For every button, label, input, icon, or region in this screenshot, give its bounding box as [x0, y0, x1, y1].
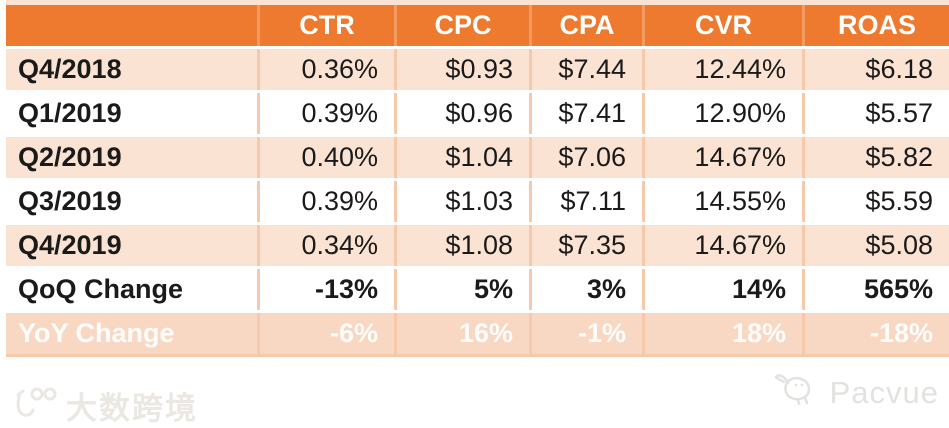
qoq-change-row: QoQ Change -13% 5% 3% 14% 565% — [6, 269, 949, 313]
cell-value: $7.44 — [532, 49, 645, 90]
cell-value: 12.90% — [645, 93, 805, 134]
header-cpa: CPA — [532, 5, 645, 46]
watermark-pacvue: Pacvue — [773, 371, 939, 415]
cell-value: $1.03 — [397, 181, 532, 222]
cell-value: $0.93 — [397, 49, 532, 90]
watermark-dashukuajing: 大数跨境 — [14, 383, 198, 428]
cell-value: -1% — [532, 313, 645, 354]
cell-value: $7.35 — [532, 225, 645, 266]
row-label: Q4/2018 — [6, 49, 260, 90]
cell-value: 14.67% — [645, 225, 805, 266]
cell-value: -6% — [260, 313, 397, 354]
table-row: Q1/2019 0.39% $0.96 $7.41 12.90% $5.57 — [6, 93, 949, 137]
cell-value: 14% — [645, 269, 805, 310]
cell-value: $1.08 — [397, 225, 532, 266]
row-label: Q2/2019 — [6, 137, 260, 178]
cell-value: $7.41 — [532, 93, 645, 134]
pacvue-bird-icon — [773, 371, 820, 415]
cell-value: $1.04 — [397, 137, 532, 178]
cell-value: $7.06 — [532, 137, 645, 178]
cell-value: 0.36% — [260, 49, 397, 90]
cell-value: $5.82 — [805, 137, 949, 178]
cell-value: $5.08 — [805, 225, 949, 266]
cell-value: 16% — [397, 313, 532, 354]
table-row: Q4/2019 0.34% $1.08 $7.35 14.67% $5.08 — [6, 225, 949, 269]
cell-value: $7.11 — [532, 181, 645, 222]
cell-value: $5.57 — [805, 93, 949, 134]
cell-value: -13% — [260, 269, 397, 310]
table-row: Q4/2018 0.36% $0.93 $7.44 12.44% $6.18 — [6, 49, 949, 93]
cell-value: 3% — [532, 269, 645, 310]
cell-value: 5% — [397, 269, 532, 310]
cell-value: 18% — [645, 313, 805, 354]
kpi-table: CTR CPC CPA CVR ROAS Q4/2018 0.36% $0.93… — [6, 0, 949, 357]
row-label: Q1/2019 — [6, 93, 260, 134]
cell-value: 0.40% — [260, 137, 397, 178]
watermark-left-text: 大数跨境 — [66, 391, 198, 426]
cell-value: 565% — [805, 269, 949, 310]
cell-value: $0.96 — [397, 93, 532, 134]
header-cpc: CPC — [397, 5, 532, 46]
cell-value: 0.39% — [260, 93, 397, 134]
cell-value: 14.67% — [645, 137, 805, 178]
table-row: Q3/2019 0.39% $1.03 $7.11 14.55% $5.59 — [6, 181, 949, 225]
row-label: YoY Change — [6, 313, 260, 354]
table-row: Q2/2019 0.40% $1.04 $7.06 14.67% $5.82 — [6, 137, 949, 181]
header-ctr: CTR — [260, 5, 397, 46]
header-roas: ROAS — [805, 5, 949, 46]
watermark-right-text: Pacvue — [829, 375, 939, 410]
row-label: QoQ Change — [6, 269, 260, 310]
cell-value: $5.59 — [805, 181, 949, 222]
row-label: Q4/2019 — [6, 225, 260, 266]
yoy-change-row: YoY Change -6% 16% -1% 18% -18% — [6, 313, 949, 354]
footer: 大数跨境 Pacvue — [0, 363, 949, 428]
cell-value: -18% — [805, 313, 949, 354]
row-label: Q3/2019 — [6, 181, 260, 222]
header-cvr: CVR — [645, 5, 805, 46]
cell-value: 0.34% — [260, 225, 397, 266]
table-header-row: CTR CPC CPA CVR ROAS — [6, 5, 949, 49]
dashukuajing-logo-icon — [14, 385, 58, 427]
cell-value: $6.18 — [805, 49, 949, 90]
header-empty-cell — [6, 5, 260, 46]
cell-value: 12.44% — [645, 49, 805, 90]
cell-value: 0.39% — [260, 181, 397, 222]
cell-value: 14.55% — [645, 181, 805, 222]
